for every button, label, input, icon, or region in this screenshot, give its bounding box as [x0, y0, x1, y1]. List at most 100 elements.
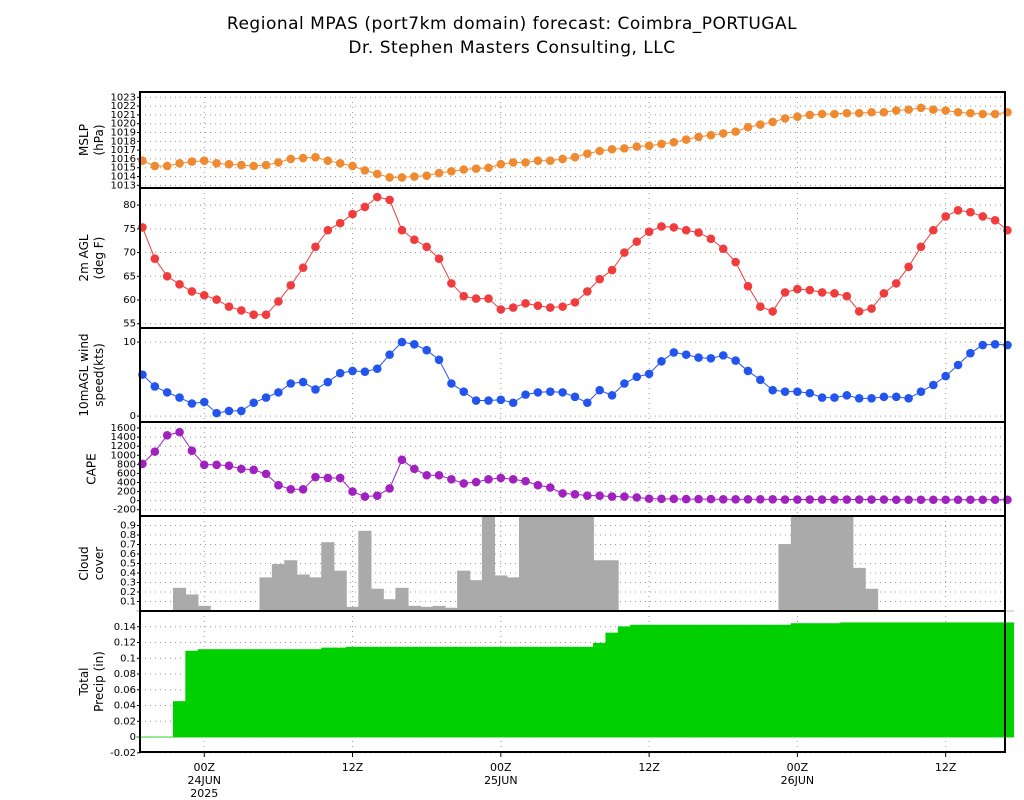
data-point: [249, 398, 258, 408]
y-tick-label: 0: [130, 732, 136, 743]
bar: [951, 622, 965, 738]
bar: [296, 574, 310, 612]
y-tick-label: 0: [130, 411, 136, 422]
data-point: [768, 307, 777, 316]
bar: [803, 515, 817, 612]
data-point: [311, 472, 320, 482]
y-tick-label: 60: [123, 295, 136, 306]
y-tick-label: 1000: [111, 450, 136, 461]
data-point: [805, 110, 815, 120]
bar: [840, 622, 854, 738]
bar: [568, 646, 582, 738]
data-point: [657, 357, 666, 366]
bar: [704, 624, 718, 738]
bar: [395, 587, 409, 612]
data-point: [607, 265, 617, 275]
data-point: [397, 455, 407, 465]
chart-subtitle: Dr. Stephen Masters Consulting, LLC: [348, 38, 675, 58]
y-tick-label: 1022: [111, 101, 136, 112]
data-point: [879, 289, 889, 298]
bar: [556, 646, 570, 738]
data-point: [311, 152, 320, 162]
data-point: [422, 171, 431, 180]
y-tick-label: 0: [130, 496, 136, 507]
data-point: [731, 257, 740, 267]
bar: [494, 575, 508, 612]
data-point: [397, 225, 407, 235]
data-point: [397, 173, 407, 182]
data-point: [447, 166, 456, 176]
bar: [308, 649, 323, 738]
data-point: [929, 105, 938, 114]
data-point: [286, 379, 296, 388]
data-point: [817, 109, 827, 119]
data-point: [595, 491, 604, 500]
data-point: [743, 122, 753, 132]
data-point: [953, 206, 963, 215]
y-tick-label: 0.3: [120, 578, 136, 589]
data-point: [632, 237, 642, 246]
data-point: [916, 103, 926, 113]
bar: [827, 623, 842, 738]
data-point: [323, 473, 333, 483]
data-point: [459, 387, 469, 396]
data-point: [780, 114, 790, 123]
data-point: [842, 391, 852, 400]
data-point: [434, 470, 444, 480]
bar: [902, 622, 916, 738]
y-tick-label: 1016: [111, 154, 136, 165]
data-point: [224, 406, 234, 416]
data-point: [162, 161, 172, 171]
data-point: [842, 291, 852, 301]
bar: [358, 530, 372, 612]
data-point: [706, 130, 716, 140]
data-point: [570, 490, 580, 499]
bar: [518, 646, 533, 738]
data-point: [867, 495, 876, 504]
data-point: [496, 159, 506, 169]
data-point: [521, 390, 530, 399]
bar: [506, 646, 520, 738]
data-point: [756, 375, 765, 385]
data-point: [854, 495, 864, 504]
data-point: [410, 172, 419, 181]
data-point: [953, 360, 963, 370]
y-tick-label: 0.06: [114, 685, 136, 696]
data-point: [842, 495, 852, 504]
data-point: [805, 495, 815, 504]
data-point: [274, 297, 283, 306]
data-point: [583, 398, 592, 408]
data-point: [533, 480, 543, 490]
data-point: [199, 156, 209, 165]
data-point: [583, 149, 592, 158]
bar: [469, 580, 483, 612]
data-point: [508, 303, 518, 312]
data-point: [237, 160, 246, 170]
data-point: [941, 212, 950, 221]
bar: [185, 650, 199, 738]
bar: [1000, 622, 1015, 738]
data-point: [879, 392, 889, 402]
data-point: [372, 364, 382, 374]
data-point: [607, 144, 617, 154]
bar: [716, 624, 730, 738]
bar: [407, 646, 421, 738]
data-point: [311, 385, 320, 394]
data-point: [867, 107, 876, 117]
data-point: [471, 396, 481, 405]
data-point: [681, 494, 691, 504]
data-point: [793, 387, 802, 396]
y-tick-label: 1400: [111, 432, 136, 443]
y-axis-label: CAPE: [85, 453, 99, 484]
bar: [543, 646, 557, 738]
data-point: [323, 377, 333, 387]
data-point: [756, 494, 765, 504]
bar: [172, 701, 187, 738]
bar: [172, 587, 187, 612]
y-tick-label: 200: [117, 487, 136, 498]
data-point: [669, 223, 679, 232]
data-point: [199, 397, 209, 407]
data-point: [891, 495, 901, 505]
bar: [617, 626, 631, 738]
data-point: [929, 380, 938, 390]
